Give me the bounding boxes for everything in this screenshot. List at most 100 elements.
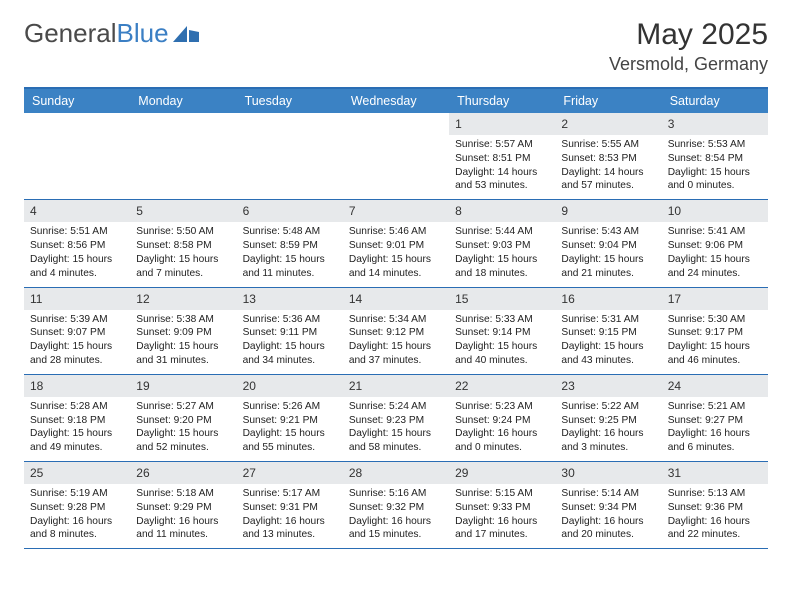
day-header: Monday — [130, 89, 236, 113]
day-cell: 15Sunrise: 5:33 AMSunset: 9:14 PMDayligh… — [449, 288, 555, 374]
daylight-text: Daylight: 15 hours and 21 minutes. — [561, 253, 657, 281]
day-cell: 9Sunrise: 5:43 AMSunset: 9:04 PMDaylight… — [555, 200, 661, 286]
daylight-text: Daylight: 14 hours and 53 minutes. — [455, 166, 551, 194]
day-cell — [237, 113, 343, 199]
sunset-text: Sunset: 9:36 PM — [668, 501, 764, 515]
daylight-text: Daylight: 16 hours and 20 minutes. — [561, 515, 657, 543]
day-header-row: SundayMondayTuesdayWednesdayThursdayFrid… — [24, 89, 768, 113]
day-cell: 14Sunrise: 5:34 AMSunset: 9:12 PMDayligh… — [343, 288, 449, 374]
sunset-text: Sunset: 9:32 PM — [349, 501, 445, 515]
sunset-text: Sunset: 9:14 PM — [455, 326, 551, 340]
date-number: 17 — [662, 288, 768, 310]
brand-sail-icon — [173, 20, 199, 47]
day-cell: 4Sunrise: 5:51 AMSunset: 8:56 PMDaylight… — [24, 200, 130, 286]
sunrise-text: Sunrise: 5:57 AM — [455, 138, 551, 152]
daylight-text: Daylight: 15 hours and 43 minutes. — [561, 340, 657, 368]
date-number: 14 — [343, 288, 449, 310]
date-number: 29 — [449, 462, 555, 484]
daylight-text: Daylight: 16 hours and 22 minutes. — [668, 515, 764, 543]
date-number: 6 — [237, 200, 343, 222]
calendar-grid: SundayMondayTuesdayWednesdayThursdayFrid… — [24, 87, 768, 549]
week-row: 4Sunrise: 5:51 AMSunset: 8:56 PMDaylight… — [24, 200, 768, 287]
sunrise-text: Sunrise: 5:30 AM — [668, 313, 764, 327]
date-number: 11 — [24, 288, 130, 310]
sunset-text: Sunset: 9:15 PM — [561, 326, 657, 340]
sunset-text: Sunset: 9:03 PM — [455, 239, 551, 253]
daylight-text: Daylight: 15 hours and 58 minutes. — [349, 427, 445, 455]
day-cell: 20Sunrise: 5:26 AMSunset: 9:21 PMDayligh… — [237, 375, 343, 461]
weeks-container: 1Sunrise: 5:57 AMSunset: 8:51 PMDaylight… — [24, 113, 768, 549]
date-number: 1 — [449, 113, 555, 135]
day-cell — [343, 113, 449, 199]
sunset-text: Sunset: 9:21 PM — [243, 414, 339, 428]
sunset-text: Sunset: 8:58 PM — [136, 239, 232, 253]
day-cell: 26 Sunrise: 5:18 AMSunset: 9:29 PMDayligh… — [130, 462, 236, 548]
sunset-text: Sunset: 9:34 PM — [561, 501, 657, 515]
daylight-text: Daylight: 15 hours and 4 minutes. — [30, 253, 126, 281]
sunset-text: Sunset: 9:11 PM — [243, 326, 339, 340]
day-cell: 11Sunrise: 5:39 AMSunset: 9:07 PMDayligh… — [24, 288, 130, 374]
sunrise-text: Sunrise: 5:28 AM — [30, 400, 126, 414]
sunset-text: Sunset: 9:20 PM — [136, 414, 232, 428]
brand-name: GeneralBlue — [24, 18, 169, 49]
sunrise-text: Sunrise: 5:46 AM — [349, 225, 445, 239]
sunset-text: Sunset: 9:07 PM — [30, 326, 126, 340]
date-number: 26 — [130, 462, 236, 484]
daylight-text: Daylight: 15 hours and 18 minutes. — [455, 253, 551, 281]
daylight-text: Daylight: 15 hours and 49 minutes. — [30, 427, 126, 455]
day-cell: 6Sunrise: 5:48 AMSunset: 8:59 PMDaylight… — [237, 200, 343, 286]
date-number: 9 — [555, 200, 661, 222]
sunrise-text: Sunrise: 5:13 AM — [668, 487, 764, 501]
daylight-text: Daylight: 15 hours and 31 minutes. — [136, 340, 232, 368]
day-cell: 5Sunrise: 5:50 AMSunset: 8:58 PMDaylight… — [130, 200, 236, 286]
sunrise-text: Sunrise: 5:15 AM — [455, 487, 551, 501]
day-header: Saturday — [662, 89, 768, 113]
sunrise-text: Sunrise: 5:26 AM — [243, 400, 339, 414]
sunrise-text: Sunrise: 5:22 AM — [561, 400, 657, 414]
daylight-text: Daylight: 15 hours and 34 minutes. — [243, 340, 339, 368]
sunset-text: Sunset: 8:54 PM — [668, 152, 764, 166]
day-cell: 12Sunrise: 5:38 AMSunset: 9:09 PMDayligh… — [130, 288, 236, 374]
daylight-text: Daylight: 16 hours and 15 minutes. — [349, 515, 445, 543]
day-header: Wednesday — [343, 89, 449, 113]
day-cell: 19Sunrise: 5:27 AMSunset: 9:20 PMDayligh… — [130, 375, 236, 461]
date-number: 13 — [237, 288, 343, 310]
daylight-text: Daylight: 15 hours and 37 minutes. — [349, 340, 445, 368]
sunset-text: Sunset: 9:23 PM — [349, 414, 445, 428]
sunset-text: Sunset: 9:12 PM — [349, 326, 445, 340]
sunrise-text: Sunrise: 5:14 AM — [561, 487, 657, 501]
sunrise-text: Sunrise: 5:48 AM — [243, 225, 339, 239]
sunrise-text: Sunrise: 5:51 AM — [30, 225, 126, 239]
date-number: 31 — [662, 462, 768, 484]
page-header: GeneralBlue May 2025 Versmold, Germany — [24, 18, 768, 75]
sunset-text: Sunset: 9:25 PM — [561, 414, 657, 428]
week-row: 1Sunrise: 5:57 AMSunset: 8:51 PMDaylight… — [24, 113, 768, 200]
date-number: 18 — [24, 375, 130, 397]
day-cell — [24, 113, 130, 199]
sunset-text: Sunset: 8:56 PM — [30, 239, 126, 253]
date-number: 8 — [449, 200, 555, 222]
sunrise-text: Sunrise: 5:24 AM — [349, 400, 445, 414]
date-number: 3 — [662, 113, 768, 135]
day-cell: 18Sunrise: 5:28 AMSunset: 9:18 PMDayligh… — [24, 375, 130, 461]
daylight-text: Daylight: 14 hours and 57 minutes. — [561, 166, 657, 194]
date-number: 24 — [662, 375, 768, 397]
sunrise-text: Sunrise: 5:27 AM — [136, 400, 232, 414]
sunrise-text: Sunrise: 5:18 AM — [136, 487, 232, 501]
daylight-text: Daylight: 16 hours and 6 minutes. — [668, 427, 764, 455]
sunrise-text: Sunrise: 5:36 AM — [243, 313, 339, 327]
sunset-text: Sunset: 9:29 PM — [136, 501, 232, 515]
daylight-text: Daylight: 15 hours and 0 minutes. — [668, 166, 764, 194]
sunset-text: Sunset: 9:31 PM — [243, 501, 339, 515]
sunset-text: Sunset: 8:59 PM — [243, 239, 339, 253]
day-cell: 27Sunrise: 5:17 AMSunset: 9:31 PMDayligh… — [237, 462, 343, 548]
date-number: 27 — [237, 462, 343, 484]
sunrise-text: Sunrise: 5:50 AM — [136, 225, 232, 239]
daylight-text: Daylight: 15 hours and 55 minutes. — [243, 427, 339, 455]
daylight-text: Daylight: 16 hours and 13 minutes. — [243, 515, 339, 543]
location-subtitle: Versmold, Germany — [609, 54, 768, 75]
date-number: 5 — [130, 200, 236, 222]
daylight-text: Daylight: 16 hours and 11 minutes. — [136, 515, 232, 543]
date-number: 2 — [555, 113, 661, 135]
day-header: Tuesday — [237, 89, 343, 113]
